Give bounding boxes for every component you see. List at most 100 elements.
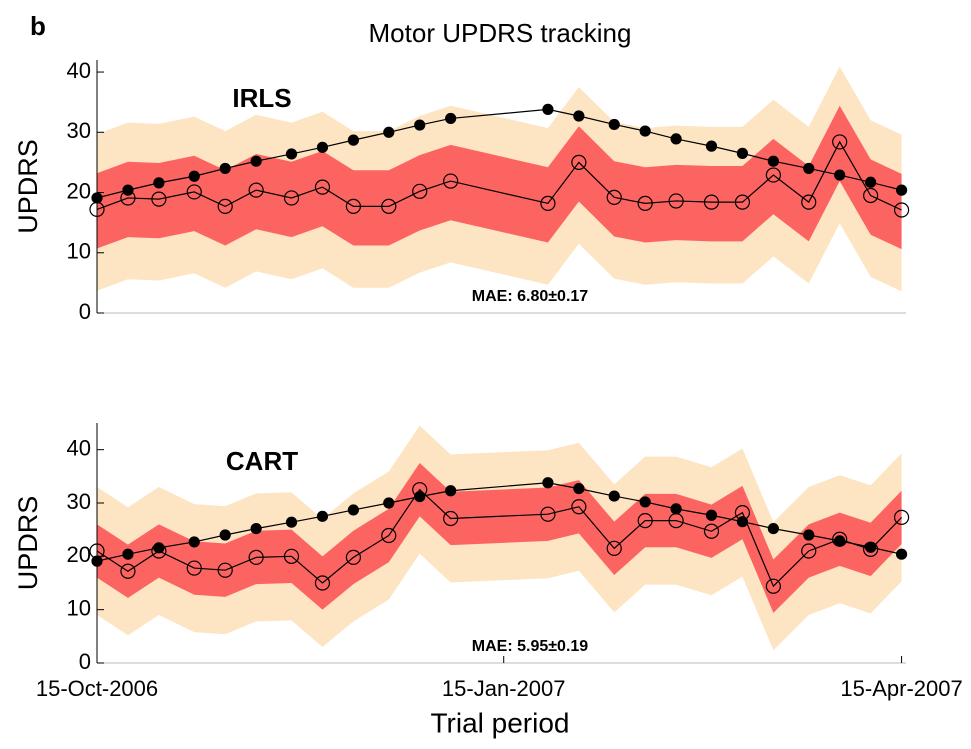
point: [801, 543, 817, 559]
point: [285, 148, 298, 160]
point: [347, 504, 360, 516]
point: [314, 179, 331, 195]
point: [250, 155, 262, 167]
point: [736, 147, 749, 159]
point: [639, 496, 651, 508]
point: [248, 549, 264, 566]
point: [285, 516, 298, 528]
point: [383, 497, 395, 509]
point: [705, 140, 718, 152]
point: [412, 183, 428, 199]
point: [186, 560, 202, 576]
annotation: MAE: 5.95±0.19: [472, 638, 588, 655]
point: [120, 190, 136, 206]
point: [767, 522, 779, 535]
point: [639, 125, 651, 137]
point: [445, 485, 457, 497]
point: [153, 177, 165, 189]
point: [314, 575, 331, 591]
point: [801, 194, 817, 210]
panel-label: b: [30, 11, 46, 41]
point: [703, 523, 720, 539]
point: [803, 162, 815, 175]
point: [571, 154, 587, 171]
point: [347, 134, 360, 146]
y-axis-label: UPDRS: [13, 139, 43, 234]
point: [863, 187, 879, 204]
point: [670, 503, 682, 515]
point: [345, 198, 362, 214]
point: [542, 477, 554, 489]
y-tick-label: 0: [79, 649, 91, 674]
point: [573, 110, 585, 122]
point: [153, 542, 165, 554]
point: [316, 141, 329, 153]
point: [151, 191, 167, 207]
point: [608, 118, 620, 131]
panel-method: CART: [226, 446, 298, 476]
band: [97, 463, 902, 613]
point: [893, 202, 910, 218]
point: [122, 184, 134, 196]
x-tick-label: 15-Jan-2007: [442, 676, 566, 701]
point: [608, 490, 620, 502]
point: [803, 529, 815, 541]
point: [606, 540, 622, 556]
point: [893, 509, 910, 526]
point: [122, 548, 134, 560]
y-tick-label: 30: [67, 118, 91, 143]
point: [316, 510, 329, 522]
point: [219, 529, 231, 541]
point: [445, 112, 457, 125]
annotation: MAE: 6.80±0.17: [472, 288, 588, 305]
x-tick-label: 15-Oct-2006: [36, 676, 158, 701]
y-tick-label: 40: [67, 435, 91, 460]
panel-method: IRLS: [232, 83, 291, 113]
point: [734, 194, 751, 210]
band: [97, 105, 902, 250]
point: [637, 512, 653, 529]
point: [412, 482, 428, 498]
point: [540, 195, 556, 211]
point: [637, 195, 653, 211]
point: [863, 541, 879, 558]
point: [705, 509, 718, 521]
point: [573, 483, 585, 495]
x-tick-label: 15-Apr-2007: [840, 676, 962, 701]
y-tick-label: 10: [67, 595, 91, 620]
point: [540, 506, 556, 522]
x-axis-label: Trial period: [430, 707, 569, 738]
point: [668, 512, 684, 529]
point: [188, 536, 200, 548]
point: [895, 184, 908, 196]
point: [765, 578, 781, 594]
point: [606, 189, 622, 205]
series-line: [96, 488, 903, 588]
point: [767, 155, 779, 167]
point: [381, 198, 397, 214]
point: [283, 548, 300, 564]
point: [765, 167, 781, 183]
y-tick-label: 10: [67, 239, 91, 264]
y-tick-label: 40: [67, 58, 91, 83]
y-tick-label: 20: [67, 178, 91, 203]
point: [670, 133, 682, 145]
point: [345, 549, 362, 566]
point: [219, 162, 231, 175]
point: [151, 543, 167, 559]
point: [865, 176, 877, 188]
point: [186, 184, 202, 200]
point: [414, 119, 426, 131]
point: [895, 548, 908, 560]
point: [383, 126, 395, 138]
point: [734, 504, 751, 521]
point: [120, 563, 136, 579]
y-tick-label: 20: [67, 542, 91, 567]
point: [832, 531, 848, 547]
point: [381, 527, 397, 544]
point: [283, 190, 300, 206]
point: [542, 103, 554, 115]
point: [443, 510, 459, 527]
point: [834, 169, 846, 181]
